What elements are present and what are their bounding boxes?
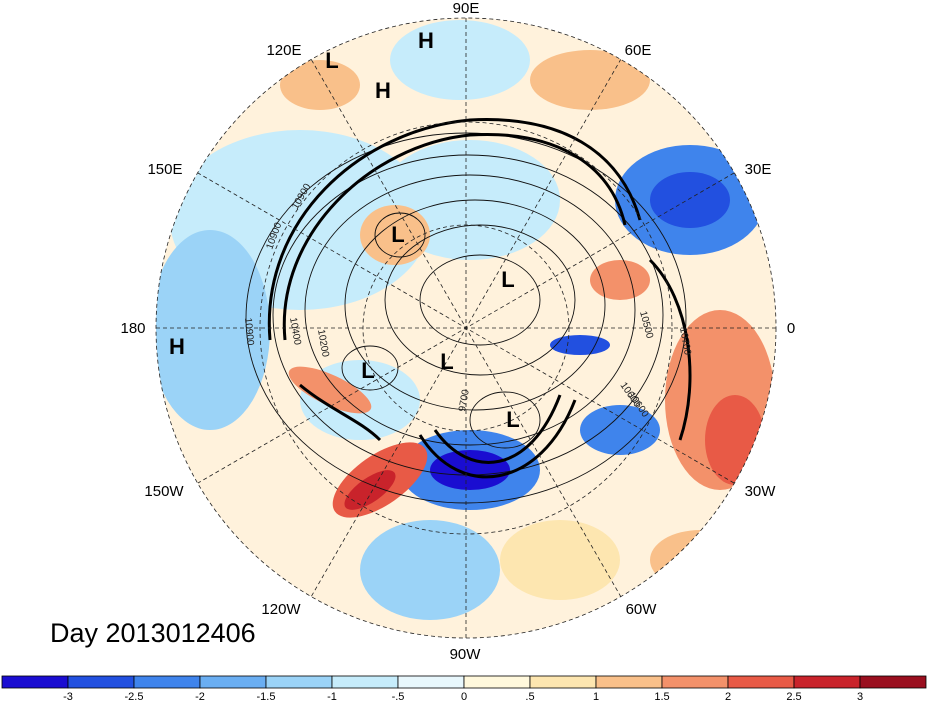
lon-label-30w: 30W	[745, 483, 777, 500]
lon-label-150e: 150E	[147, 161, 182, 178]
colorbar-box	[463, 675, 531, 689]
colorbar-box	[67, 675, 135, 689]
colorbar-tick-label: -1.5	[257, 691, 276, 702]
colorbar-tick-label: 2.5	[786, 691, 801, 702]
colorbar-tick-label: -2	[195, 691, 205, 702]
polar-map: 90E 60E 30E 0 30W 60W 90W 120W 150W 180 …	[120, 0, 795, 663]
contour-label: 10700	[677, 327, 693, 357]
lon-label-120w: 120W	[261, 601, 301, 618]
lon-label-150w: 150W	[144, 483, 184, 500]
colorbar-tick-label: 3	[857, 691, 863, 702]
lon-label-0: 0	[787, 320, 795, 337]
pressure-center: L	[325, 48, 338, 73]
colorbar-tick-label: 0	[461, 691, 467, 702]
colorbar-tick-label: 1.5	[654, 691, 669, 702]
map-boundary	[155, 17, 777, 639]
lat-lon-grid	[156, 18, 776, 638]
colorbar-box	[793, 675, 861, 689]
pressure-center: L	[501, 267, 514, 292]
colorbar-box	[133, 675, 201, 689]
lon-label-30e: 30E	[745, 161, 772, 178]
colorbar-box	[331, 675, 399, 689]
contour-label: 10200	[315, 329, 331, 359]
map-title: Day 2013012406	[50, 618, 256, 648]
lon-label-180: 180	[120, 320, 145, 337]
colorbar-tick-label: -1	[327, 691, 337, 702]
colorbar-box	[859, 675, 927, 689]
lon-label-120e: 120E	[266, 42, 301, 59]
colorbar-tick-label: -2.5	[125, 691, 144, 702]
jet-contours	[267, 118, 692, 479]
pressure-center: L	[440, 349, 453, 374]
contour-label: 9700	[457, 388, 472, 412]
colorbar-tick-label: 1	[593, 691, 599, 702]
colorbar-box	[265, 675, 333, 689]
colorbar-box	[595, 675, 663, 689]
colorbar-box	[661, 675, 729, 689]
colorbar-tick-label: .5	[525, 691, 534, 702]
lon-label-60w: 60W	[626, 601, 658, 618]
contour-label: 10900	[242, 317, 255, 346]
lon-label-90w: 90W	[450, 646, 482, 663]
colorbar: -3 -2.5 -2 -1.5 -1 -.5 0 .5 1 1.5 2 2.5 3	[1, 675, 927, 702]
lon-label-60e: 60E	[625, 42, 652, 59]
colorbar-box	[529, 675, 597, 689]
colorbar-tick-label: -.5	[392, 691, 405, 702]
colorbar-tick-label: -3	[63, 691, 73, 702]
pressure-center: L	[391, 222, 404, 247]
pressure-center: L	[506, 407, 519, 432]
colorbar-box	[199, 675, 267, 689]
pressure-center: H	[418, 28, 434, 53]
pressure-center: L	[361, 358, 374, 383]
pressure-center: H	[375, 78, 391, 103]
colorbar-box	[397, 675, 465, 689]
colorbar-box	[1, 675, 69, 689]
pressure-center: H	[169, 334, 185, 359]
colorbar-tick-label: 2	[725, 691, 731, 702]
contour-label: 10400	[287, 317, 303, 347]
colorbar-box	[727, 675, 795, 689]
lon-label-90e: 90E	[453, 0, 480, 17]
